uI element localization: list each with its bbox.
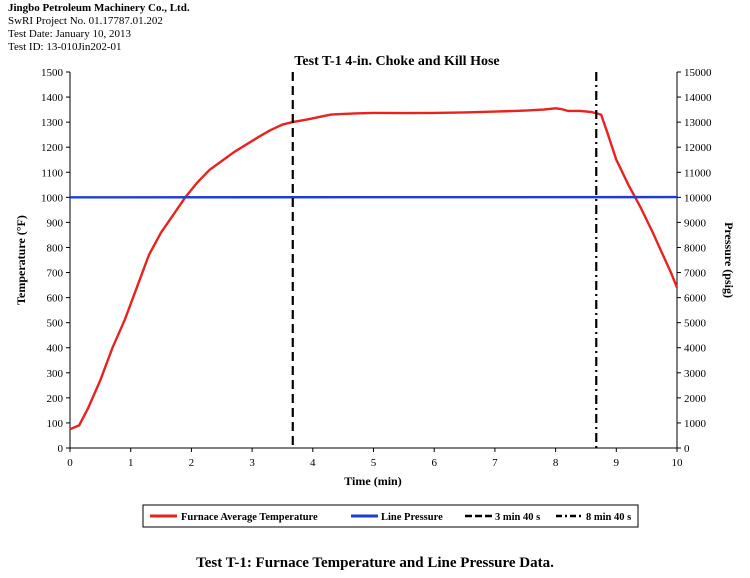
x-tick-label: 6	[431, 457, 437, 469]
y-left-tick-label: 900	[47, 217, 64, 229]
y-right-tick-label: 5000	[684, 318, 707, 330]
company-name: Jingbo Petroleum Machinery Co., Ltd.	[8, 2, 190, 14]
series-line	[69, 107, 679, 431]
y-right-tick-label: 6000	[684, 293, 707, 305]
x-tick-label: 4	[310, 457, 316, 469]
y-left-tick-label: 700	[47, 268, 64, 280]
y-axis-label-right: Pressure (psig)	[722, 222, 736, 298]
legend-label: 8 min 40 s	[586, 512, 631, 523]
y-right-tick-label: 2000	[684, 393, 707, 405]
y-left-tick-label: 1400	[41, 92, 64, 104]
x-tick-label: 9	[614, 457, 620, 469]
axes: 0 1 2 3 4 5 6 7 8 9 100100200300400500600700800900…	[41, 67, 712, 469]
y-right-tick-label: 11000	[684, 167, 712, 179]
chart-title: Test T-1 4-in. Choke and Kill Hose	[294, 54, 499, 69]
y-left-tick-label: 1200	[41, 142, 64, 154]
y-axis-label-left: Temperature (°F)	[14, 215, 28, 305]
y-left-tick-label: 400	[47, 343, 64, 355]
plot-lines	[69, 72, 679, 448]
y-left-tick-label: 800	[47, 242, 64, 254]
y-right-tick-label: 7000	[684, 268, 707, 280]
y-right-tick-label: 0	[684, 443, 690, 455]
y-left-tick-label: 300	[47, 368, 64, 380]
x-tick-label: 0	[67, 457, 73, 469]
x-tick-label: 5	[371, 457, 377, 469]
x-tick-label: 2	[189, 457, 195, 469]
y-right-tick-label: 12000	[684, 142, 712, 154]
y-left-tick-label: 1100	[41, 167, 63, 179]
y-right-tick-label: 3000	[684, 368, 707, 380]
x-tick-label: 10	[672, 457, 684, 469]
y-left-tick-label: 0	[58, 443, 64, 455]
project-number: SwRI Project No. 01.17787.01.202	[8, 15, 163, 27]
y-left-tick-label: 500	[47, 318, 64, 330]
x-axis-label: Time (min)	[344, 474, 401, 488]
y-right-tick-label: 15000	[684, 67, 712, 79]
report-header: Jingbo Petroleum Machinery Co., Ltd. SwR…	[8, 2, 190, 54]
x-tick-label: 8	[553, 457, 559, 469]
x-tick-label: 1	[128, 457, 134, 469]
y-left-tick-label: 1300	[41, 117, 64, 129]
legend-label: Line Pressure	[381, 512, 443, 523]
y-right-tick-label: 1000	[684, 418, 707, 430]
y-right-tick-label: 13000	[684, 117, 712, 129]
temperature-pressure-chart: Test T-1 4-in. Choke and Kill Hose 0 1 2 3 4…	[14, 54, 736, 528]
y-left-tick-label: 600	[47, 293, 64, 305]
y-left-tick-label: 1500	[41, 67, 64, 79]
legend: Furnace Average Temperature Line Pressure…	[142, 504, 639, 528]
y-left-tick-label: 100	[47, 418, 64, 430]
y-right-tick-label: 14000	[684, 92, 712, 104]
x-tick-label: 7	[492, 457, 498, 469]
legend-box	[142, 504, 639, 528]
legend-label: 3 min 40 s	[495, 512, 540, 523]
y-left-tick-label: 1000	[41, 192, 64, 204]
test-date: Test Date: January 10, 2013	[8, 28, 131, 40]
legend-label: Furnace Average Temperature	[181, 512, 318, 523]
y-right-tick-label: 10000	[684, 192, 712, 204]
y-right-tick-label: 8000	[684, 242, 707, 254]
y-left-tick-label: 200	[47, 393, 64, 405]
x-tick-label: 3	[249, 457, 255, 469]
figure-caption: Test T-1: Furnace Temperature and Line P…	[196, 555, 554, 571]
test-id: Test ID: 13-010Jin202-01	[8, 41, 122, 53]
y-right-tick-label: 4000	[684, 343, 707, 355]
y-right-tick-label: 9000	[684, 217, 707, 229]
